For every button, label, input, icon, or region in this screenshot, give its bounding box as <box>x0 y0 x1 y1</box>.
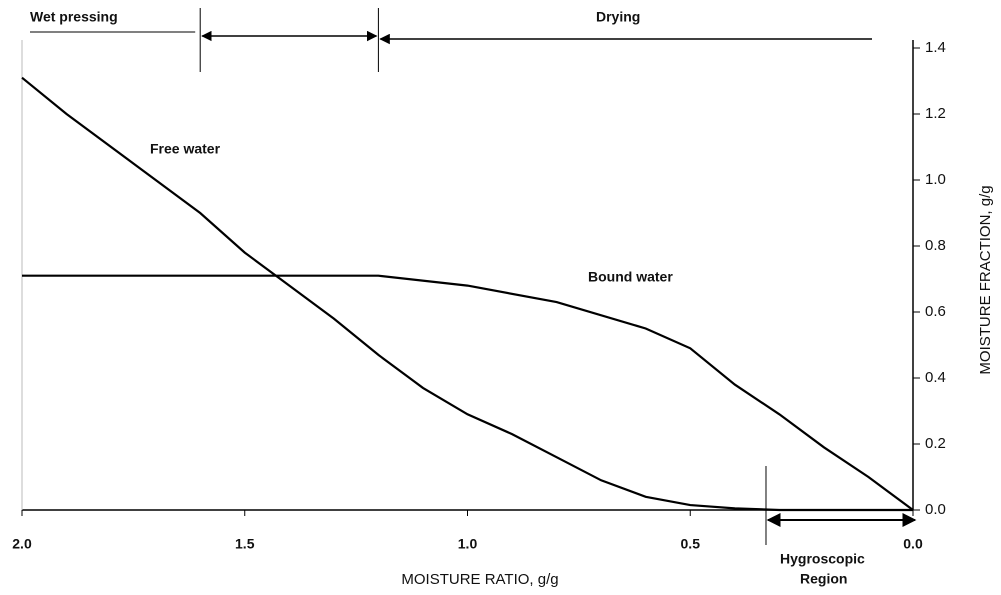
y-tick-label: 1.2 <box>925 105 946 122</box>
x-axis-label: MOISTURE RATIO, g/g <box>401 571 558 588</box>
x-tick-label: 2.0 <box>12 536 32 552</box>
y-tick-label: 0.0 <box>925 501 946 518</box>
series-label: Bound water <box>588 269 673 285</box>
series-line <box>21 76 913 512</box>
region-label: Region <box>800 571 847 587</box>
y-axis-label: MOISTURE FRACTION, g/g <box>977 185 994 374</box>
y-tick-label: 0.4 <box>925 369 946 386</box>
y-tick-label: 0.8 <box>925 237 946 254</box>
region-label: Wet pressing <box>30 9 118 25</box>
region-label: Hygroscopic <box>780 551 865 567</box>
y-tick-label: 0.6 <box>925 303 946 320</box>
series-label: Free water <box>150 141 221 157</box>
region-label: Drying <box>596 9 640 25</box>
y-tick-label: 1.4 <box>925 39 946 56</box>
y-tick-label: 1.0 <box>925 171 946 188</box>
y-tick-label: 0.2 <box>925 435 946 452</box>
x-tick-label: 1.0 <box>458 536 478 552</box>
x-tick-label: 0.5 <box>681 536 701 552</box>
x-tick-label: 0.0 <box>903 536 923 552</box>
x-tick-label: 1.5 <box>235 536 255 552</box>
series-line <box>22 274 914 511</box>
